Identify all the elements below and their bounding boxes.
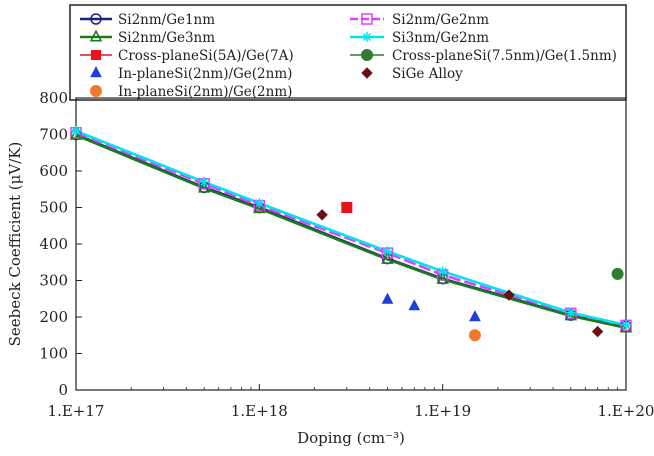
data-point bbox=[382, 246, 393, 257]
data-point bbox=[611, 267, 624, 280]
data-point bbox=[253, 201, 266, 214]
data-point bbox=[469, 310, 481, 322]
legend-marker bbox=[361, 13, 373, 25]
legend-marker bbox=[89, 29, 103, 42]
y-tick-label: 500 bbox=[39, 199, 68, 217]
y-tick-label: 800 bbox=[39, 89, 68, 107]
legend-marker bbox=[90, 13, 102, 25]
legend-label: Si3nm/Ge2nm bbox=[392, 30, 489, 46]
data-point bbox=[197, 180, 211, 193]
legend-label: Si2nm/Ge3nm bbox=[118, 30, 215, 46]
legend-label: In-planeSi(2nm)/Ge(2nm) bbox=[118, 66, 292, 82]
y-tick-label: 600 bbox=[39, 162, 68, 180]
legend-box bbox=[69, 4, 627, 101]
series-line bbox=[75, 129, 627, 327]
y-tick-label: 200 bbox=[39, 308, 68, 326]
legend-item: SiGe Alloy bbox=[361, 66, 463, 82]
data-point bbox=[199, 176, 210, 187]
data-point bbox=[468, 329, 481, 342]
data-point bbox=[381, 292, 394, 304]
legend-item: Si2nm/Ge3nm bbox=[80, 29, 215, 46]
x-tick-label: 1.E+20 bbox=[598, 402, 654, 420]
data-point bbox=[341, 202, 353, 213]
legend-label: Cross-planeSi(7.5nm)/Ge(1.5nm) bbox=[392, 48, 617, 64]
legend-item: Si2nm/Ge2nm bbox=[350, 12, 489, 28]
y-tick-label: 400 bbox=[39, 235, 68, 253]
legend-marker bbox=[90, 85, 102, 97]
legend-label: Si2nm/Ge1nm bbox=[118, 12, 215, 28]
y-axis-title: Seebeck Coefficient (μV/K) bbox=[6, 142, 24, 347]
plot-area bbox=[69, 125, 633, 342]
y-tick-label: 0 bbox=[58, 381, 68, 399]
x-tick-label: 1.E+17 bbox=[48, 402, 105, 420]
axes: 0 100 200 300 400 500 600 700 800 1.E+17 1.E+18 1.E… bbox=[39, 89, 654, 420]
legend-item: In-planeSi(2nm)/Ge(2nm) bbox=[90, 66, 292, 82]
series-line bbox=[75, 131, 627, 327]
y-tick-label: 100 bbox=[39, 345, 68, 363]
legend-marker bbox=[91, 50, 101, 60]
x-axis-title: Doping (cm⁻³) bbox=[297, 429, 405, 447]
data-point bbox=[621, 320, 631, 331]
y-tick-label: 300 bbox=[39, 272, 68, 290]
data-point bbox=[437, 266, 448, 277]
legend-marker bbox=[361, 49, 373, 61]
legend-item: In-planeSi(2nm)/Ge(2nm) bbox=[90, 84, 292, 100]
legend-marker bbox=[362, 32, 372, 42]
y-tick-label: 700 bbox=[39, 126, 68, 144]
data-point bbox=[503, 289, 515, 301]
legend-label: In-planeSi(2nm)/Ge(2nm) bbox=[118, 84, 292, 100]
data-point bbox=[381, 251, 394, 264]
legend-item: Si2nm/Ge1nm bbox=[80, 12, 215, 28]
data-point bbox=[591, 325, 604, 338]
legend-label: Cross-planeSi(5A)/Ge(7A) bbox=[118, 48, 294, 64]
legend-marker bbox=[361, 67, 373, 79]
data-point bbox=[71, 125, 81, 136]
x-tick-label: 1.E+19 bbox=[414, 402, 471, 420]
legend: Si2nm/Ge1nm Si2nm/Ge2nm Si2nm/Ge3nm Si3nm/G… bbox=[69, 4, 627, 101]
data-point bbox=[254, 198, 265, 209]
legend-item: Cross-planeSi(7.5nm)/Ge(1.5nm) bbox=[350, 48, 617, 64]
legend-label: SiGe Alloy bbox=[392, 66, 463, 82]
data-point bbox=[408, 299, 421, 311]
legend-item: Cross-planeSi(5A)/Ge(7A) bbox=[80, 48, 294, 64]
x-tick-label: 1.E+18 bbox=[231, 402, 288, 420]
legend-marker bbox=[90, 66, 102, 78]
data-point bbox=[436, 272, 449, 284]
legend-label: Si2nm/Ge2nm bbox=[392, 12, 489, 28]
data-point bbox=[565, 307, 576, 318]
legend-item: Si3nm/Ge2nm bbox=[350, 30, 489, 46]
data-point bbox=[316, 209, 328, 221]
